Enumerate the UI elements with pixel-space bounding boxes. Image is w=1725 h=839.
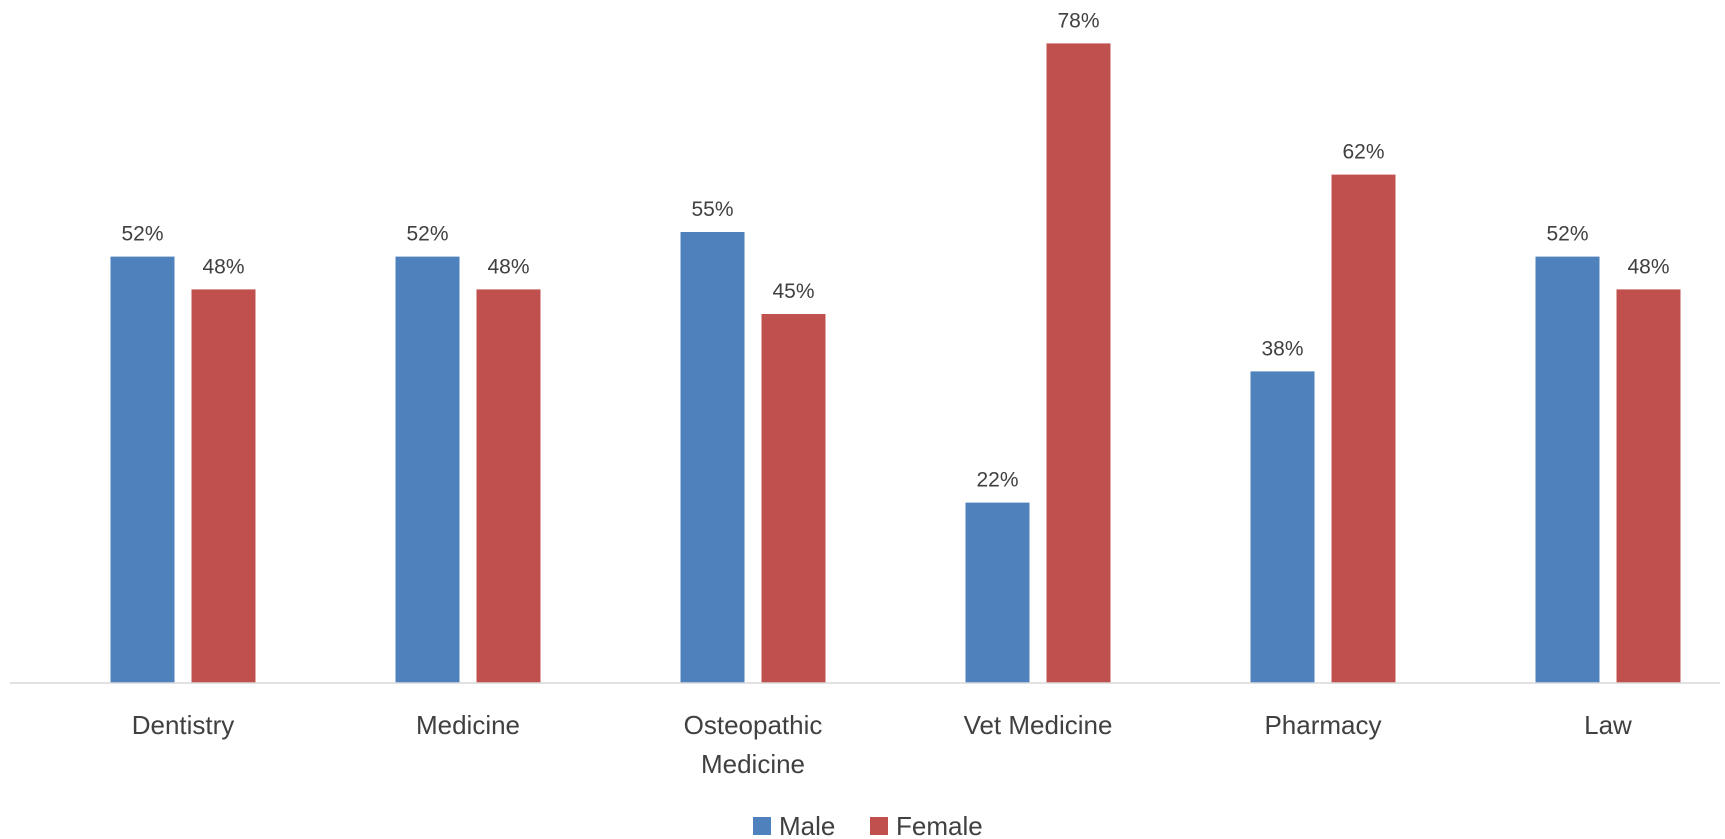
bar-female-3 xyxy=(1046,43,1111,683)
bar-male-4 xyxy=(1250,371,1315,683)
legend-swatch-female xyxy=(870,817,888,835)
bar-male-3 xyxy=(965,502,1030,683)
bar-female-0 xyxy=(191,289,256,683)
category-label-4-0: Pharmacy xyxy=(1264,710,1381,740)
data-label-male-3: 22% xyxy=(976,469,1018,492)
bar-male-1 xyxy=(395,256,460,683)
data-label-female-2: 45% xyxy=(772,280,814,303)
bar-female-4 xyxy=(1331,174,1396,683)
data-label-female-1: 48% xyxy=(487,255,529,278)
category-label-2-1: Medicine xyxy=(701,749,805,779)
bar-female-1 xyxy=(476,289,541,683)
data-label-female-4: 62% xyxy=(1342,141,1384,164)
data-label-male-2: 55% xyxy=(691,198,733,221)
data-label-female-3: 78% xyxy=(1057,9,1099,32)
category-label-3-0: Vet Medicine xyxy=(964,710,1113,740)
bar-female-5 xyxy=(1616,289,1681,683)
legend-swatch-male xyxy=(753,817,771,835)
bar-female-2 xyxy=(761,314,826,683)
legend: Male Female xyxy=(753,811,983,839)
category-label-2-0: Osteopathic xyxy=(684,710,823,740)
bar-male-5 xyxy=(1535,256,1600,683)
bar-male-2 xyxy=(680,232,745,683)
bars-layer xyxy=(110,43,1681,683)
category-label-5-0: Law xyxy=(1584,710,1632,740)
legend-label-male: Male xyxy=(779,811,835,839)
category-label-0-0: Dentistry xyxy=(132,710,235,740)
bar-male-0 xyxy=(110,256,175,683)
data-label-male-4: 38% xyxy=(1261,337,1303,360)
legend-label-female: Female xyxy=(896,811,983,839)
data-label-male-1: 52% xyxy=(406,223,448,246)
data-label-male-5: 52% xyxy=(1546,223,1588,246)
value-labels-layer: 52% 48% 52% 48% 55% 45% 22% 78% 38% 62% 52% 48% xyxy=(121,9,1669,491)
data-label-male-0: 52% xyxy=(121,223,163,246)
category-label-1-0: Medicine xyxy=(416,710,520,740)
data-label-female-5: 48% xyxy=(1627,255,1669,278)
data-label-female-0: 48% xyxy=(202,255,244,278)
category-labels-layer: Dentistry Medicine Osteopathic Medicine Vet … xyxy=(132,710,1632,779)
